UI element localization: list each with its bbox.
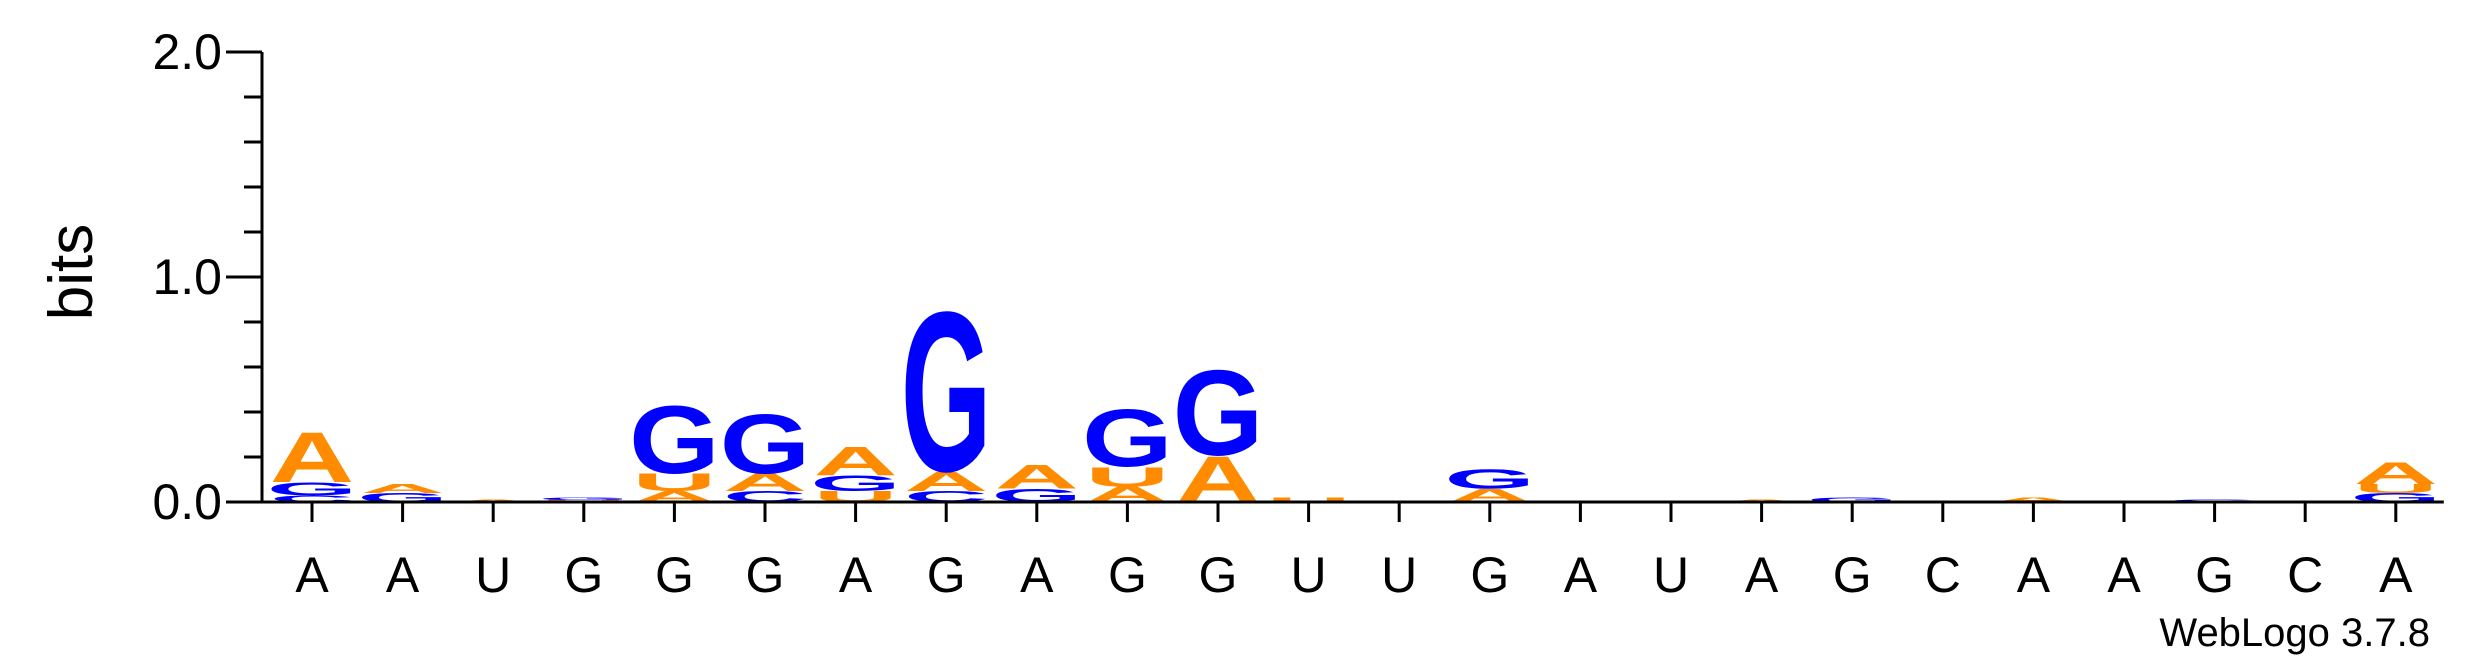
x-tick-label: A (386, 547, 420, 603)
x-tick-label: G (1108, 547, 1147, 603)
x-tick-label: G (746, 547, 785, 603)
x-tick-label: G (1833, 547, 1872, 603)
x-tick-label: U (475, 547, 511, 603)
logo-glyph-stacks: CGAGAAUGAUGCAGUGACAGGAAUGAGUAGAGAGGUA (267, 265, 2442, 519)
logo-letter: G (629, 385, 720, 493)
x-tick-label: C (1925, 547, 1961, 603)
x-tick-label: A (2107, 547, 2141, 603)
logo-letter: G (1807, 496, 1898, 503)
x-tick-label: A (1564, 547, 1598, 603)
x-tick-label: U (1291, 547, 1327, 603)
logo-letter: A (813, 438, 897, 484)
x-tick-label: G (927, 547, 966, 603)
x-tick-label: U (1653, 547, 1689, 603)
logo-letter: C (270, 494, 354, 505)
logo-letter: A (723, 468, 807, 496)
logo-letter: G (538, 497, 629, 500)
y-tick-label: 1.0 (152, 249, 222, 305)
logo-letter: A (270, 416, 354, 497)
logo-letter: A (995, 458, 1079, 496)
logo-letter: A (1991, 496, 2075, 503)
x-tick-label: A (295, 547, 329, 603)
x-tick-label: A (2017, 547, 2051, 603)
x-tick-label: A (1020, 547, 1054, 603)
x-tick-label: G (1199, 547, 1238, 603)
x-tick-label: U (1381, 547, 1417, 603)
logo-letter: G (810, 471, 901, 495)
x-tick-label: G (1470, 547, 1509, 603)
y-axis-label: bits (37, 224, 106, 320)
x-tick-label: A (2379, 547, 2413, 603)
x-tick-label: A (1745, 547, 1779, 603)
x-tick-label: C (2287, 547, 2323, 603)
logo-letter: A (2354, 456, 2438, 491)
logo-letter: G (1082, 393, 1173, 484)
logo-letter: U (2354, 482, 2438, 496)
logo-letter: U (1085, 461, 1169, 492)
y-axis: 0.0 1.0 2.0 (152, 24, 264, 530)
logo-letter: U (1266, 496, 1350, 503)
y-tick-label: 2.0 (152, 24, 222, 80)
logo-letter: G (901, 265, 992, 519)
x-tick-label: G (2195, 547, 2234, 603)
logo-letter: G (267, 478, 358, 499)
logo-letter: G (1173, 345, 1264, 481)
x-tick-label: A (839, 547, 873, 603)
x-tick-label: G (655, 547, 694, 603)
weblogo-credit: WebLogo 3.7.8 (2159, 611, 2430, 655)
y-tick-label: 0.0 (152, 474, 222, 530)
logo-letter: G (1444, 463, 1535, 494)
x-tick-label: G (564, 547, 603, 603)
logo-letter: G (720, 397, 811, 491)
logo-letter: A (904, 465, 988, 496)
logo-letter: U (632, 468, 716, 496)
logo-letter: A (360, 482, 444, 496)
